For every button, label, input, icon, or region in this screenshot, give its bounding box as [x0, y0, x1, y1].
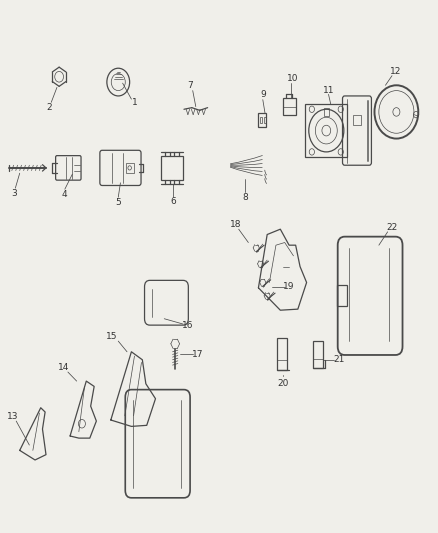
Text: 6: 6 — [170, 197, 176, 206]
Text: 8: 8 — [242, 193, 248, 201]
Bar — [126, 163, 134, 173]
Text: 13: 13 — [7, 413, 19, 421]
Text: 15: 15 — [106, 333, 117, 341]
Text: 22: 22 — [386, 223, 398, 232]
Bar — [260, 117, 262, 123]
Bar — [305, 104, 347, 157]
Bar — [313, 341, 323, 368]
Text: 12: 12 — [390, 67, 401, 76]
Text: 17: 17 — [192, 350, 204, 359]
Text: 10: 10 — [287, 74, 298, 83]
Text: 1: 1 — [132, 98, 138, 107]
Bar — [353, 115, 361, 125]
Text: 11: 11 — [323, 86, 334, 94]
Bar — [277, 338, 287, 370]
Bar — [283, 98, 296, 115]
Text: 4: 4 — [61, 190, 67, 199]
Bar — [324, 108, 329, 116]
Text: 9: 9 — [260, 90, 266, 99]
Text: 19: 19 — [283, 282, 295, 291]
Bar — [161, 156, 183, 180]
Text: 21: 21 — [333, 356, 344, 364]
Bar — [264, 117, 266, 123]
Text: 18: 18 — [230, 221, 241, 229]
Text: 7: 7 — [187, 82, 194, 90]
Text: 14: 14 — [58, 364, 69, 372]
Text: 16: 16 — [182, 321, 193, 329]
Bar — [258, 113, 266, 127]
Text: 2: 2 — [47, 103, 52, 111]
Bar — [337, 285, 347, 306]
Text: 3: 3 — [11, 189, 18, 198]
Text: 5: 5 — [115, 198, 121, 207]
Text: 20: 20 — [278, 379, 289, 388]
